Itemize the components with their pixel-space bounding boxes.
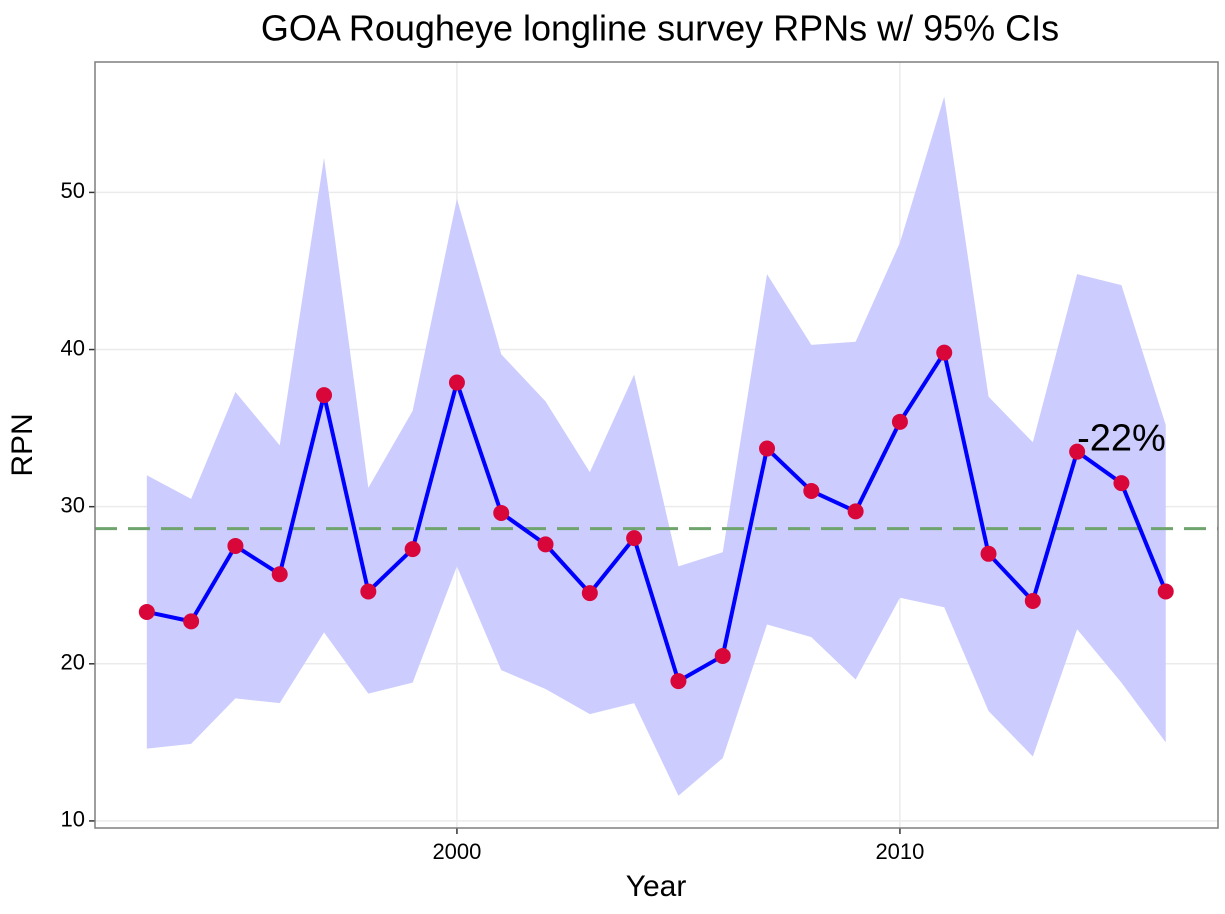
x-tick-label: 2000: [432, 839, 481, 864]
annotation: -22%: [1077, 418, 1166, 460]
data-point: [847, 503, 864, 520]
data-point: [891, 413, 908, 430]
data-point: [1113, 475, 1130, 492]
confidence-band: [146, 96, 1166, 796]
data-point: [493, 504, 510, 521]
data-point: [227, 537, 244, 554]
y-tick-label: 10: [61, 807, 85, 832]
data-point: [1157, 583, 1174, 600]
y-tick-label: 40: [61, 335, 85, 360]
y-tick-label: 20: [61, 650, 85, 675]
data-point: [581, 585, 598, 602]
data-point: [670, 673, 687, 690]
plot-border: [94, 61, 1219, 829]
data-point: [360, 583, 377, 600]
data-point: [803, 482, 820, 499]
data-point: [759, 440, 776, 457]
series-line: [146, 350, 1168, 684]
data-point: [271, 566, 288, 583]
data-point: [448, 374, 465, 391]
data-point: [138, 603, 155, 620]
x-axis-label: Year: [626, 870, 687, 903]
data-point: [626, 530, 643, 547]
data-point: [1069, 443, 1086, 460]
data-point: [936, 344, 953, 361]
data-point: [714, 647, 731, 664]
y-tick-label: 50: [61, 178, 85, 203]
x-tick-label: 2010: [875, 839, 924, 864]
y-axis-label: RPN: [6, 413, 39, 476]
data-point: [980, 545, 997, 562]
chart-title: GOA Rougheye longline survey RPNs w/ 95%…: [261, 8, 1059, 49]
data-point: [404, 541, 421, 558]
data-point: [537, 536, 554, 553]
data-point: [183, 613, 200, 630]
data-point: [1024, 592, 1041, 609]
y-tick-label: 30: [61, 492, 85, 517]
data-point: [316, 387, 333, 404]
